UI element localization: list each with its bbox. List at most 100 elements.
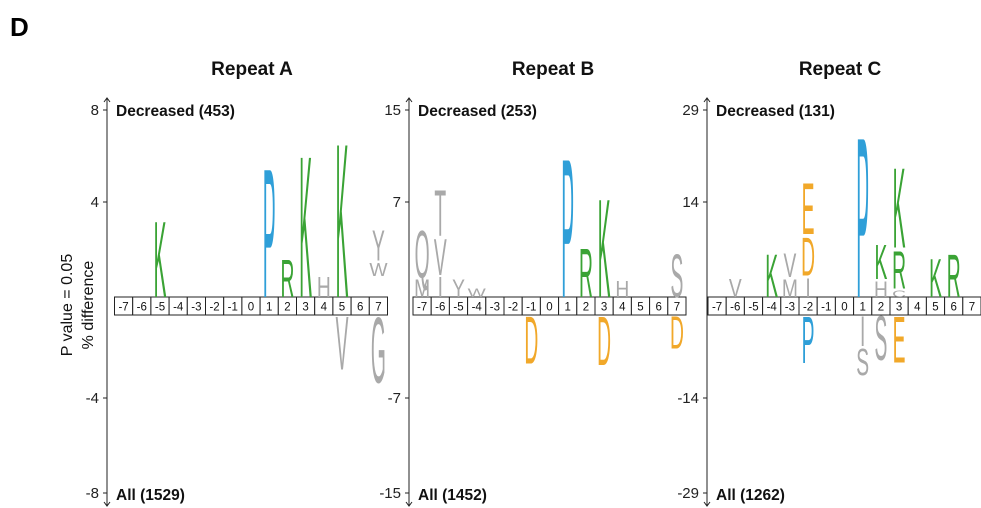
y-tick-label: -4 xyxy=(86,390,99,407)
logo-letter-k: K xyxy=(336,98,349,345)
logo-letter-y: Y xyxy=(452,275,465,303)
logo-letter-v: V xyxy=(729,273,743,303)
logo-letter-v: V xyxy=(434,230,447,287)
position-label: 5 xyxy=(932,302,938,314)
logo-letter-d: D xyxy=(801,226,815,287)
logo-letter-e: E xyxy=(893,304,906,377)
y-axis-arrow-top xyxy=(703,97,711,103)
y-axis-arrow-bottom xyxy=(405,501,413,507)
position-label: 7 xyxy=(969,302,975,314)
position-label: -6 xyxy=(137,302,147,314)
logo-panel-1: Repeat A 8 4 -4 -8 Decreased (453) All (1529) -… xyxy=(86,59,388,507)
all-caption: All (1529) xyxy=(116,487,185,504)
logo-letter-k: K xyxy=(154,201,167,321)
position-label: -2 xyxy=(508,302,518,314)
y-axis-label-line1: P value = 0.05 xyxy=(59,254,76,357)
position-label: 7 xyxy=(375,302,381,314)
y-tick-label: -29 xyxy=(677,485,699,502)
all-caption: All (1262) xyxy=(716,487,785,504)
position-label: -1 xyxy=(526,302,536,314)
y-tick-label: 4 xyxy=(91,194,99,211)
logo-letter-s: S xyxy=(670,242,683,311)
position-label: 1 xyxy=(564,302,570,314)
y-axis-arrow-bottom xyxy=(103,501,111,507)
y-tick-label: -14 xyxy=(677,390,699,407)
logo-letter-p: P xyxy=(856,91,869,346)
position-box xyxy=(667,296,687,316)
logo-letter-w: W xyxy=(369,260,388,280)
logo-letter-d: D xyxy=(524,302,538,378)
logo-panels: Repeat A 8 4 -4 -8 Decreased (453) All (1529) -… xyxy=(86,59,981,507)
logo-letter-k: K xyxy=(874,234,887,289)
logo-letter-t: T xyxy=(434,178,446,251)
y-tick-label: 15 xyxy=(384,102,401,119)
position-label: 0 xyxy=(841,302,847,314)
logo-letter-s: S xyxy=(874,303,887,373)
position-label: 1 xyxy=(859,302,865,314)
panel-label: D xyxy=(10,12,29,42)
logo-letter-h: H xyxy=(615,276,629,302)
position-label: 3 xyxy=(601,302,607,314)
position-label: 0 xyxy=(248,302,254,314)
position-label: -1 xyxy=(228,302,238,314)
position-label: -3 xyxy=(191,302,201,314)
position-label: -4 xyxy=(173,302,184,314)
logo-letter-d: D xyxy=(597,302,611,380)
y-axis-arrow-top xyxy=(103,97,111,103)
y-axis-label-line2: % difference xyxy=(80,261,97,350)
logo-letter-v: V xyxy=(336,301,349,386)
position-label: -2 xyxy=(803,302,813,314)
position-label: -6 xyxy=(730,302,740,314)
position-label: 7 xyxy=(674,302,680,314)
position-label: 4 xyxy=(914,302,921,314)
position-label: 2 xyxy=(878,302,884,314)
logo-letter-k: K xyxy=(893,146,906,273)
position-label: -4 xyxy=(472,302,483,314)
y-tick-label: -15 xyxy=(379,485,401,502)
logo-letter-r: R xyxy=(947,242,961,311)
position-label: 2 xyxy=(583,302,589,314)
decreased-caption: Decreased (131) xyxy=(716,103,835,120)
logo-letter-w: W xyxy=(468,288,486,300)
logo-letter-m: M xyxy=(782,275,798,303)
logo-letter-s: S xyxy=(856,342,869,384)
position-label: -2 xyxy=(209,302,219,314)
position-label: 3 xyxy=(896,302,902,314)
position-label: -5 xyxy=(748,302,758,314)
logo-letter-d: D xyxy=(670,307,684,359)
logo-letter-h: H xyxy=(874,278,888,302)
logo-letter-k: K xyxy=(598,171,611,328)
position-label: 4 xyxy=(619,302,626,314)
position-label: 2 xyxy=(284,302,290,314)
all-caption: All (1452) xyxy=(418,487,487,504)
y-tick-label: 29 xyxy=(682,102,699,119)
position-label: -3 xyxy=(490,302,500,314)
y-axis-arrow-top xyxy=(405,97,413,103)
position-label: 6 xyxy=(655,302,661,314)
logo-letter-y: Y xyxy=(372,223,385,271)
position-label: 5 xyxy=(339,302,345,314)
logo-letter-r: R xyxy=(892,239,906,300)
position-label: 0 xyxy=(546,302,552,314)
position-label: -7 xyxy=(118,302,128,314)
y-tick-label: 8 xyxy=(91,102,99,119)
logo-letter-m: M xyxy=(414,275,430,303)
position-label: -6 xyxy=(435,302,445,314)
logo-letter-h: H xyxy=(317,272,331,304)
position-label: 3 xyxy=(302,302,308,314)
position-label: -7 xyxy=(417,302,427,314)
logo-letter-p: P xyxy=(561,117,574,339)
logo-letter-p: P xyxy=(802,305,815,378)
position-label: -5 xyxy=(453,302,463,314)
position-label: -4 xyxy=(767,302,778,314)
logo-letter-i: I xyxy=(860,308,865,356)
position-label: -7 xyxy=(712,302,722,314)
logo-letter-k: K xyxy=(929,248,942,309)
logo-letter-g: G xyxy=(371,299,386,403)
position-label: 6 xyxy=(950,302,956,314)
position-label: 6 xyxy=(357,302,363,314)
y-tick-label: 7 xyxy=(393,194,401,211)
position-label: 1 xyxy=(266,302,272,314)
position-label: -5 xyxy=(155,302,165,314)
